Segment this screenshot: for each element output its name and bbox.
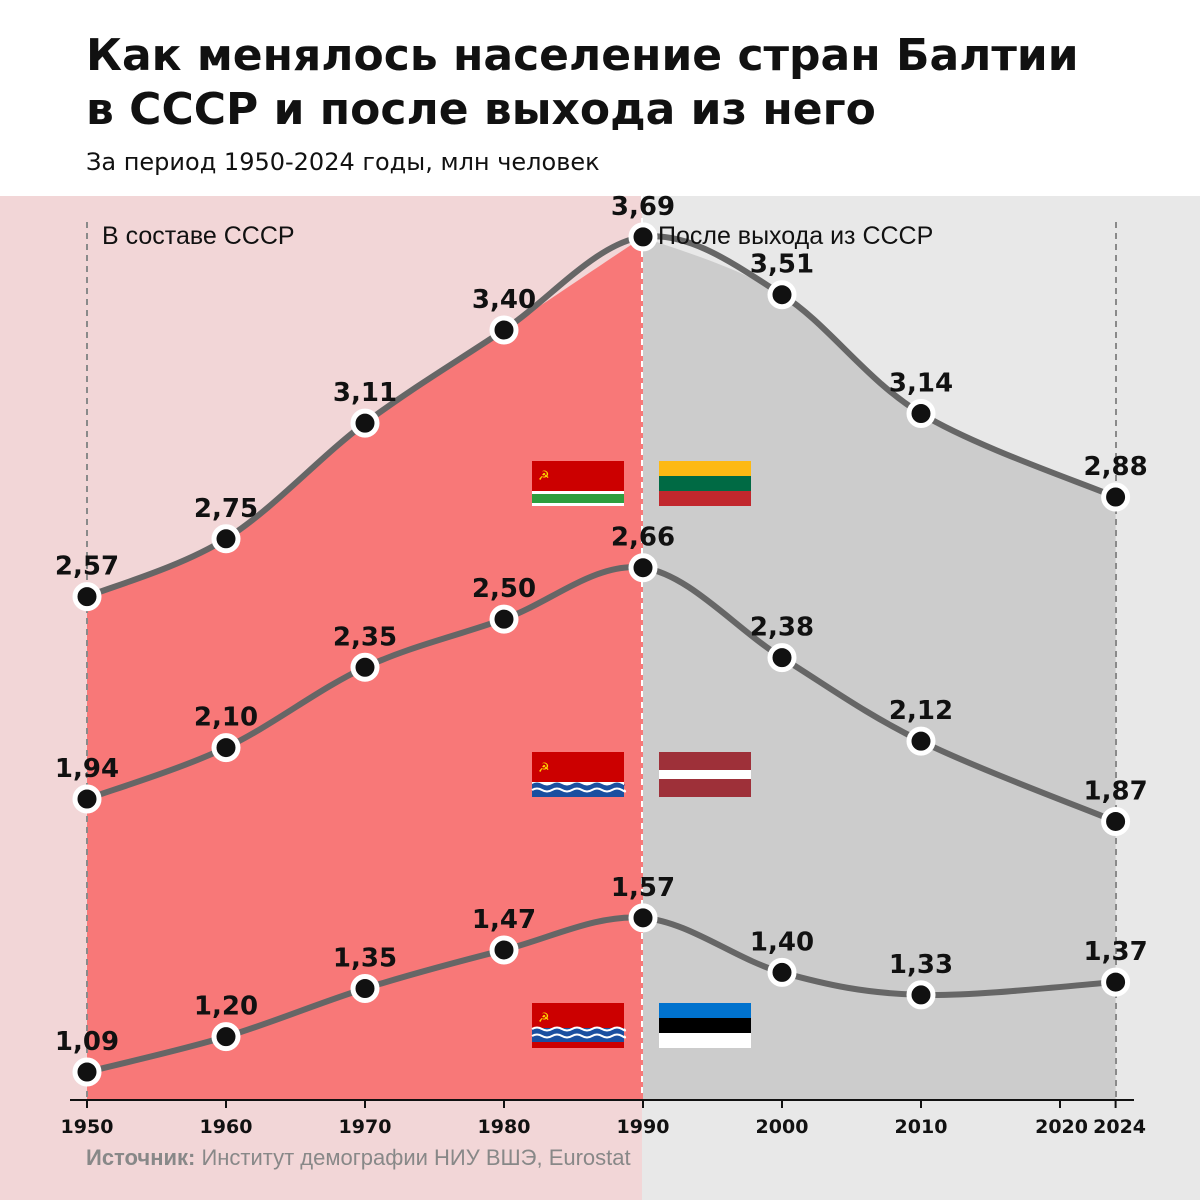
series-1-marker-1950	[72, 582, 102, 612]
series-3-value-label-2010: 1,33	[889, 950, 953, 980]
x-axis-ticks: 1950 1960 1970 1980 1990 2000 2010 2020 2024	[61, 1100, 1146, 1138]
series-2-marker-1960	[211, 733, 241, 763]
series-1-marker-1980	[489, 315, 519, 345]
series-1-value-label-2000: 3,51	[750, 250, 814, 280]
x-tick-label-2024: 2024	[1093, 1116, 1146, 1138]
series-2-marker-2010	[906, 726, 936, 756]
x-tick-label-1980: 1980	[478, 1116, 531, 1138]
x-tick-label-2000: 2000	[756, 1116, 809, 1138]
series-2-marker-1950	[72, 784, 102, 814]
series-3-value-label-1950: 1,09	[55, 1027, 119, 1057]
estonia-flag	[659, 1003, 751, 1048]
source-prefix: Источник:	[86, 1145, 195, 1170]
series-2-value-label-1960: 2,10	[194, 703, 258, 733]
series-3-marker-2010	[906, 980, 936, 1010]
series-1-marker-1970	[350, 408, 380, 438]
source-text: Институт демографии НИУ ВШЭ, Eurostat	[195, 1145, 630, 1170]
svg-text:☭: ☭	[538, 761, 550, 776]
x-tick-label-2020: 2020	[1035, 1116, 1088, 1138]
svg-text:☭: ☭	[538, 469, 550, 484]
x-tick-label-1950: 1950	[61, 1116, 114, 1138]
series-1-value-label-1950: 2,57	[55, 552, 119, 582]
series-3-value-label-2024: 1,37	[1084, 937, 1148, 967]
series-1-value-label-2024: 2,88	[1084, 452, 1148, 482]
x-tick-label-1970: 1970	[339, 1116, 392, 1138]
series-3-value-label-1960: 1,20	[194, 992, 258, 1022]
series-2-value-label-1980: 2,50	[472, 574, 536, 604]
series-1-value-label-1980: 3,40	[472, 285, 536, 315]
series-3-value-label-1980: 1,47	[472, 905, 536, 935]
series-2-value-label-2010: 2,12	[889, 696, 953, 726]
series-1-value-label-1960: 2,75	[194, 494, 258, 524]
series-2-marker-2024	[1101, 806, 1131, 836]
series-2-value-label-2024: 1,87	[1084, 776, 1148, 806]
series-markers	[72, 222, 1131, 1087]
series-2-value-label-2000: 2,38	[750, 613, 814, 643]
source-note: Источник: Институт демографии НИУ ВШЭ, E…	[86, 1145, 631, 1170]
lithuania-flag	[659, 461, 751, 506]
series-2-value-label-1990: 2,66	[611, 523, 675, 553]
series-3-marker-1960	[211, 1022, 241, 1052]
series-3-marker-1990	[628, 903, 658, 933]
estonian-ssr-flag: ☭	[531, 1003, 627, 1048]
latvia-flag	[659, 752, 751, 797]
series-1-value-label-2010: 3,14	[889, 369, 953, 399]
chart-title-line1: Как менялось население стран Балтии	[86, 30, 1079, 81]
series-3-value-label-2000: 1,40	[750, 927, 814, 957]
x-tick-label-1990: 1990	[617, 1116, 670, 1138]
series-3-marker-2000	[767, 957, 797, 987]
series-1-marker-2010	[906, 399, 936, 429]
ussr-period-label: В составе СССР	[102, 222, 295, 250]
series-2-marker-1970	[350, 652, 380, 682]
series-2-value-label-1950: 1,94	[55, 754, 119, 784]
lithuanian-ssr-flag: ☭	[532, 461, 624, 506]
series-3-marker-2024	[1101, 967, 1131, 997]
series-1-value-label-1970: 3,11	[333, 378, 397, 408]
series-1-marker-1990	[628, 222, 658, 252]
series-3-value-label-1970: 1,35	[333, 943, 397, 973]
series-1-value-label-1990: 3,69	[611, 192, 675, 222]
x-tick-label-2010: 2010	[895, 1116, 948, 1138]
value-labels: 2,57 2,75 3,11 3,40 3,69 3,51 3,14 2,88 1,94 2,10…	[55, 192, 1148, 1057]
series-2-marker-1990	[628, 553, 658, 583]
series-3-marker-1970	[350, 973, 380, 1003]
chart-title-line2: в СССР и после выхода из него	[86, 84, 876, 135]
series-3-marker-1980	[489, 935, 519, 965]
series-3-marker-1950	[72, 1057, 102, 1087]
series-3-value-label-1990: 1,57	[611, 873, 675, 903]
series-1-marker-2024	[1101, 482, 1131, 512]
latvian-ssr-flag: ☭	[531, 752, 627, 797]
series-1-marker-1960	[211, 524, 241, 554]
svg-text:☭: ☭	[538, 1011, 550, 1026]
series-2-marker-1980	[489, 604, 519, 634]
series-2-value-label-1970: 2,35	[333, 622, 397, 652]
series-2-marker-2000	[767, 643, 797, 673]
chart-subtitle: За период 1950-2024 годы, млн человек	[86, 148, 600, 176]
x-tick-label-1960: 1960	[200, 1116, 253, 1138]
after-period-label: После выхода из СССР	[658, 222, 933, 250]
series-1-marker-2000	[767, 280, 797, 310]
